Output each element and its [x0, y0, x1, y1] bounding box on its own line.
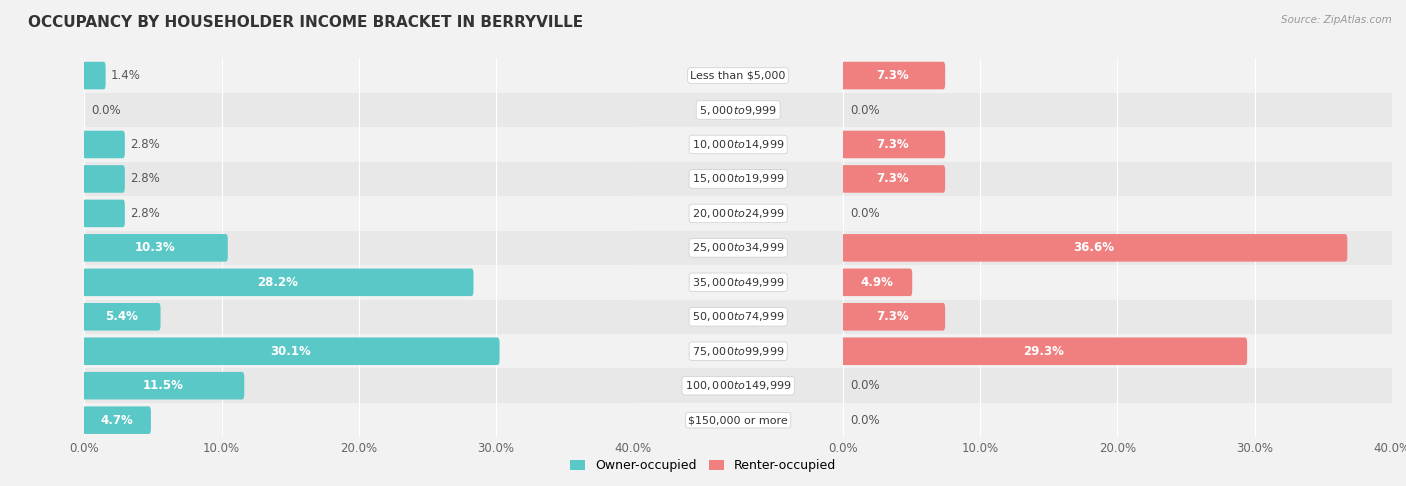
- FancyBboxPatch shape: [83, 269, 474, 296]
- Bar: [844, 58, 1392, 93]
- Bar: [844, 334, 1392, 368]
- Text: 28.2%: 28.2%: [257, 276, 298, 289]
- Text: 11.5%: 11.5%: [143, 379, 184, 392]
- Bar: [84, 58, 633, 93]
- Bar: [84, 368, 633, 403]
- Bar: [84, 162, 633, 196]
- Bar: [844, 127, 1392, 162]
- FancyBboxPatch shape: [83, 131, 125, 158]
- Text: $15,000 to $19,999: $15,000 to $19,999: [692, 173, 785, 186]
- Text: $75,000 to $99,999: $75,000 to $99,999: [692, 345, 785, 358]
- Text: 0.0%: 0.0%: [91, 104, 121, 117]
- Text: 0.0%: 0.0%: [849, 207, 879, 220]
- Bar: [84, 127, 633, 162]
- FancyBboxPatch shape: [841, 269, 912, 296]
- Bar: [633, 299, 844, 334]
- Bar: [633, 162, 844, 196]
- Bar: [633, 93, 844, 127]
- Text: Source: ZipAtlas.com: Source: ZipAtlas.com: [1281, 15, 1392, 25]
- Bar: [844, 368, 1392, 403]
- Text: 7.3%: 7.3%: [877, 69, 910, 82]
- FancyBboxPatch shape: [841, 303, 945, 330]
- Text: $150,000 or more: $150,000 or more: [689, 415, 787, 425]
- Bar: [633, 127, 844, 162]
- Bar: [84, 299, 633, 334]
- Bar: [633, 58, 844, 93]
- Text: 30.1%: 30.1%: [270, 345, 311, 358]
- FancyBboxPatch shape: [83, 303, 160, 330]
- Text: OCCUPANCY BY HOUSEHOLDER INCOME BRACKET IN BERRYVILLE: OCCUPANCY BY HOUSEHOLDER INCOME BRACKET …: [28, 15, 583, 30]
- FancyBboxPatch shape: [83, 234, 228, 261]
- Text: 5.4%: 5.4%: [105, 310, 138, 323]
- Text: 2.8%: 2.8%: [129, 138, 159, 151]
- Text: 1.4%: 1.4%: [111, 69, 141, 82]
- Bar: [84, 231, 633, 265]
- Bar: [844, 162, 1392, 196]
- Bar: [84, 93, 633, 127]
- Bar: [633, 231, 844, 265]
- FancyBboxPatch shape: [83, 165, 125, 193]
- Text: 0.0%: 0.0%: [849, 379, 879, 392]
- Bar: [844, 265, 1392, 299]
- Legend: Owner-occupied, Renter-occupied: Owner-occupied, Renter-occupied: [565, 454, 841, 477]
- Text: 7.3%: 7.3%: [877, 310, 910, 323]
- Text: 36.6%: 36.6%: [1074, 242, 1115, 254]
- Text: $5,000 to $9,999: $5,000 to $9,999: [699, 104, 778, 117]
- Bar: [844, 231, 1392, 265]
- Text: 10.3%: 10.3%: [135, 242, 176, 254]
- FancyBboxPatch shape: [841, 337, 1247, 365]
- Text: 0.0%: 0.0%: [849, 104, 879, 117]
- FancyBboxPatch shape: [83, 200, 125, 227]
- FancyBboxPatch shape: [841, 165, 945, 193]
- Text: 7.3%: 7.3%: [877, 138, 910, 151]
- Text: Less than $5,000: Less than $5,000: [690, 70, 786, 81]
- Text: $20,000 to $24,999: $20,000 to $24,999: [692, 207, 785, 220]
- Bar: [84, 196, 633, 231]
- Text: 4.9%: 4.9%: [860, 276, 893, 289]
- FancyBboxPatch shape: [841, 234, 1347, 261]
- Bar: [844, 196, 1392, 231]
- FancyBboxPatch shape: [83, 372, 245, 399]
- Bar: [844, 299, 1392, 334]
- Text: $50,000 to $74,999: $50,000 to $74,999: [692, 310, 785, 323]
- FancyBboxPatch shape: [83, 62, 105, 89]
- FancyBboxPatch shape: [83, 406, 150, 434]
- Bar: [633, 368, 844, 403]
- Text: $25,000 to $34,999: $25,000 to $34,999: [692, 242, 785, 254]
- Bar: [844, 93, 1392, 127]
- Text: $10,000 to $14,999: $10,000 to $14,999: [692, 138, 785, 151]
- Bar: [844, 403, 1392, 437]
- Text: 2.8%: 2.8%: [129, 173, 159, 186]
- Text: 29.3%: 29.3%: [1024, 345, 1064, 358]
- Text: $100,000 to $149,999: $100,000 to $149,999: [685, 379, 792, 392]
- Bar: [633, 403, 844, 437]
- Text: 7.3%: 7.3%: [877, 173, 910, 186]
- Bar: [633, 265, 844, 299]
- Bar: [633, 334, 844, 368]
- FancyBboxPatch shape: [83, 337, 499, 365]
- Text: $35,000 to $49,999: $35,000 to $49,999: [692, 276, 785, 289]
- Bar: [84, 265, 633, 299]
- Bar: [84, 334, 633, 368]
- FancyBboxPatch shape: [841, 131, 945, 158]
- Bar: [633, 196, 844, 231]
- Text: 0.0%: 0.0%: [849, 414, 879, 427]
- Text: 4.7%: 4.7%: [100, 414, 134, 427]
- Bar: [84, 403, 633, 437]
- FancyBboxPatch shape: [841, 62, 945, 89]
- Text: 2.8%: 2.8%: [129, 207, 159, 220]
